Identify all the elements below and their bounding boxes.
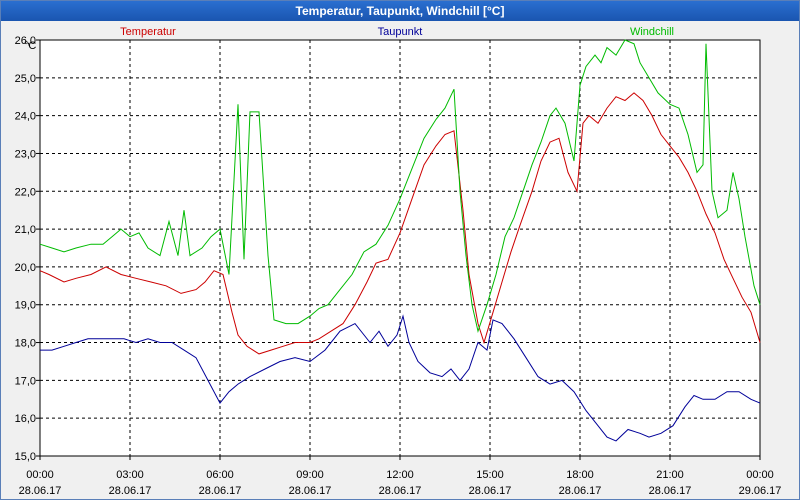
x-tick-time-label: 09:00 — [296, 469, 324, 481]
y-tick-label: 24,0 — [15, 111, 36, 123]
series-line-taupunkt — [40, 314, 761, 442]
y-axis-unit-label: °C — [24, 40, 36, 52]
x-tick-date-label: 28.06.17 — [469, 485, 512, 497]
x-tick-date-label: 28.06.17 — [289, 485, 332, 497]
x-tick-time-label: 00:00 — [26, 469, 54, 481]
series-group — [39, 39, 761, 442]
series-line-windchill — [39, 39, 761, 334]
y-tick-label: 21,0 — [15, 224, 36, 236]
series-line-temperatur — [39, 92, 761, 355]
y-tick-label: 16,0 — [15, 413, 36, 425]
y-tick-label: 25,0 — [15, 73, 36, 85]
x-tick-date-label: 28.06.17 — [199, 485, 242, 497]
x-tick-date-label: 28.06.17 — [379, 485, 422, 497]
y-tick-label: 22,0 — [15, 186, 36, 198]
legend-taupunkt: Taupunkt — [378, 26, 423, 38]
y-tick-label: 17,0 — [15, 375, 36, 387]
y-tick-label: 26,0 — [15, 35, 36, 47]
x-tick-time-label: 00:00 — [746, 469, 774, 481]
plot-area — [39, 39, 761, 457]
legend-windchill: Windchill — [630, 26, 674, 38]
x-tick-date-label: 28.06.17 — [19, 485, 62, 497]
x-tick-time-label: 12:00 — [386, 469, 414, 481]
x-tick-time-label: 21:00 — [656, 469, 684, 481]
legend: Temperatur Taupunkt Windchill — [120, 26, 674, 38]
x-tick-time-label: 06:00 — [206, 469, 234, 481]
x-tick-date-label: 28.06.17 — [109, 485, 152, 497]
y-axis: 15,0 16,0 17,0 18,0 19,0 20,0 21,0 22,0 23,0 24,0… — [15, 35, 40, 463]
y-tick-label: 20,0 — [15, 262, 36, 274]
x-tick-date-label: 29.06.17 — [739, 485, 782, 497]
chart-title: Temperatur, Taupunkt, Windchill [°C] — [1, 1, 799, 21]
x-tick-time-label: 03:00 — [116, 469, 144, 481]
y-tick-label: 23,0 — [15, 148, 36, 160]
x-tick-time-label: 18:00 — [566, 469, 594, 481]
y-tick-label: 15,0 — [15, 451, 36, 463]
x-tick-date-label: 28.06.17 — [649, 485, 692, 497]
grid-lines — [40, 40, 760, 456]
x-tick-time-label: 15:00 — [476, 469, 504, 481]
x-tick-date-label: 28.06.17 — [559, 485, 602, 497]
legend-temperatur: Temperatur — [120, 26, 176, 38]
x-axis: 00:00 28.06.17 03:00 28.06.17 06:00 28.06.17 0… — [19, 456, 782, 497]
y-tick-label: 18,0 — [15, 338, 36, 350]
y-tick-label: 19,0 — [15, 300, 36, 312]
